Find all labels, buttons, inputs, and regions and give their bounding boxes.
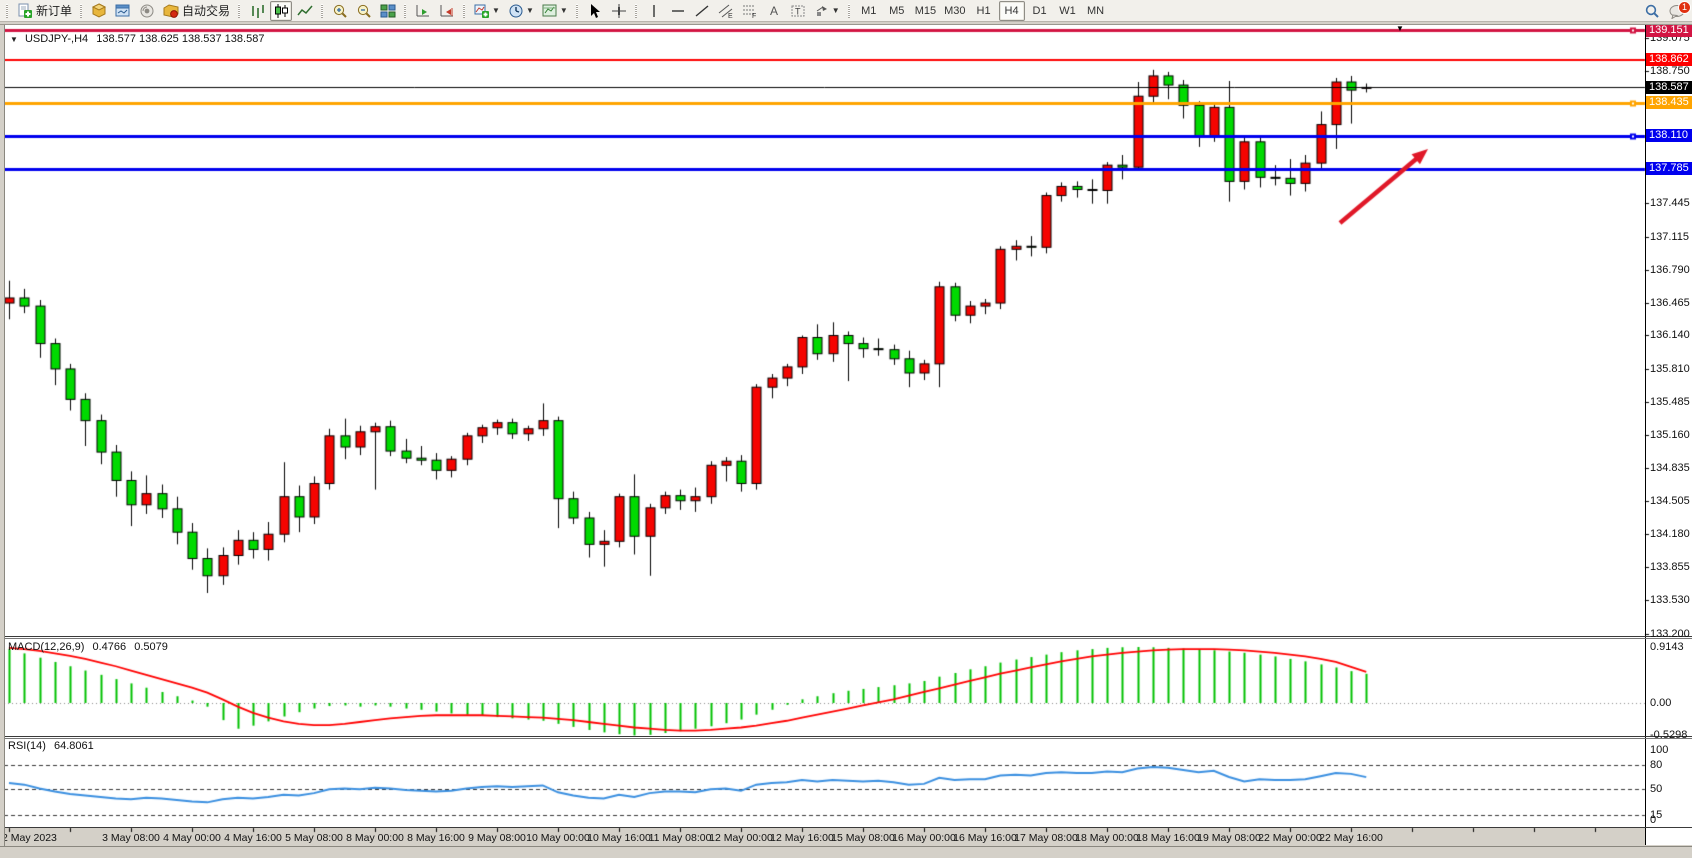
- macd-signal-value: 0.5079: [134, 641, 168, 653]
- panel-splitter-rsi-2: [0, 738, 1692, 739]
- macd-value: 0.4766: [92, 641, 127, 653]
- macd-indicator-label: MACD(12,26,9) 0.4766 0.5079: [8, 641, 168, 653]
- window-bottom-frame: [0, 846, 1692, 858]
- time-axis-border: [0, 827, 1692, 828]
- window-left-frame: [0, 22, 5, 857]
- window-top-frame: [0, 22, 1692, 25]
- chart-symbol: USDJPY-,H4: [24, 33, 89, 45]
- panel-splitter-macd[interactable]: [0, 636, 1692, 637]
- time-axis[interactable]: [0, 828, 1645, 846]
- chart-title: ▼ USDJPY-,H4 138.577 138.625 138.537 138…: [10, 33, 264, 45]
- collapse-triangle-icon[interactable]: ▼: [10, 35, 18, 44]
- rsi-indicator-label: RSI(14) 64.8061: [8, 740, 94, 752]
- panel-splitter-rsi[interactable]: [0, 736, 1692, 737]
- panel-splitter-macd-2: [0, 638, 1692, 639]
- price-axis-border: [1645, 24, 1646, 845]
- chart-shift-marker[interactable]: ▼: [1396, 24, 1404, 33]
- rsi-value: 64.8061: [53, 740, 94, 752]
- chart-ohlc: 138.577 138.625 138.537 138.587: [96, 33, 265, 45]
